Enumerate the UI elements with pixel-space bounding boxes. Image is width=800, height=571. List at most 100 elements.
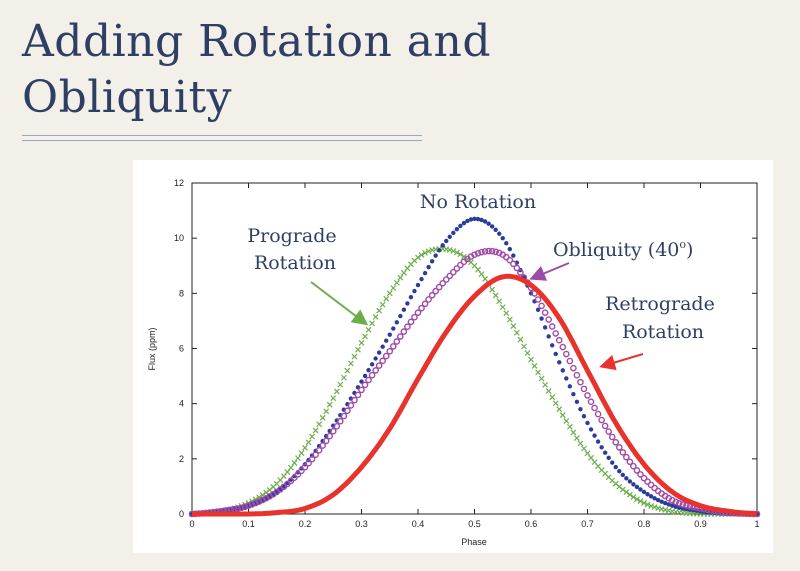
data-point (581, 414, 587, 419)
data-point (312, 427, 319, 434)
data-point (421, 300, 429, 308)
data-point (383, 295, 390, 302)
data-point (450, 268, 457, 276)
slide-title-line-2: Obliquity (22, 72, 232, 123)
data-point (503, 310, 510, 317)
data-point (457, 261, 464, 269)
data-point (619, 449, 627, 456)
data-point (640, 474, 648, 482)
data-point (553, 351, 558, 357)
data-point (386, 290, 393, 297)
data-point (291, 460, 298, 466)
data-point (457, 251, 464, 258)
data-point (295, 455, 301, 462)
data-point (644, 501, 651, 508)
data-point (485, 247, 492, 255)
data-point (679, 501, 687, 508)
data-point (400, 269, 407, 276)
data-point (666, 502, 671, 507)
data-point (415, 254, 421, 261)
data-point (631, 482, 636, 487)
x-tick-label: 0.8 (638, 519, 651, 529)
data-point (559, 412, 566, 418)
data-point (468, 217, 474, 222)
data-point (384, 338, 389, 343)
data-point (513, 264, 521, 272)
data-point (415, 282, 421, 288)
data-point (351, 396, 358, 404)
data-point (252, 499, 259, 507)
data-point (474, 250, 482, 257)
data-point (355, 346, 361, 353)
data-point (418, 252, 425, 258)
data-point (552, 330, 560, 337)
data-point (351, 353, 358, 360)
data-point (255, 498, 263, 505)
data-point (506, 256, 514, 264)
data-point (412, 288, 417, 294)
data-point (365, 326, 372, 333)
data-point (542, 381, 549, 388)
data-point (471, 251, 478, 259)
data-point (380, 344, 385, 349)
data-point (606, 455, 611, 461)
data-point (373, 356, 378, 361)
data-point (326, 401, 333, 408)
data-point (368, 371, 376, 379)
annotation-prograde: Prograde Rotation (247, 225, 342, 274)
data-point (510, 260, 517, 268)
data-point (248, 501, 256, 508)
data-point (479, 217, 484, 223)
annotation-obliquity: Obliquity (40o) (553, 238, 693, 261)
data-point (422, 249, 428, 256)
data-point (573, 371, 581, 379)
data-point (305, 439, 312, 446)
data-point (546, 334, 551, 339)
data-point (535, 369, 541, 376)
data-point (672, 498, 680, 506)
data-point (659, 499, 664, 504)
data-point (428, 291, 436, 299)
data-point (538, 375, 545, 382)
data-point (287, 464, 294, 471)
data-point (545, 388, 552, 395)
prograde-arrow (310, 281, 369, 326)
chart-panel: 0 2 4 6 8 10 12 0 0.1 0.2 0.3 0.4 0.5 0.6 0.7 0.8 0.9 1 … (133, 160, 773, 553)
data-point (594, 410, 602, 418)
data-point (439, 279, 447, 287)
data-point (294, 471, 302, 478)
data-point (291, 474, 298, 482)
data-point (386, 347, 394, 355)
data-point (298, 450, 305, 456)
data-point (397, 274, 404, 281)
data-point (393, 338, 401, 345)
data-point (369, 362, 375, 367)
data-point (602, 450, 608, 455)
data-point (511, 253, 516, 258)
data-point (444, 238, 449, 244)
data-point (623, 453, 630, 461)
x-tick-label: 1 (754, 519, 759, 529)
data-point (510, 323, 517, 330)
data-point (615, 444, 623, 451)
data-point (500, 235, 505, 241)
data-point (563, 350, 570, 358)
data-point (333, 388, 340, 395)
data-point (340, 374, 347, 381)
y-tick-label: 0 (179, 509, 184, 519)
y-tick-label: 10 (174, 233, 184, 243)
data-point (574, 399, 580, 404)
x-tick-label: 0.6 (525, 519, 538, 529)
data-point (393, 279, 400, 286)
series-prograde-rotation (189, 245, 760, 517)
x-tick-label: 0.9 (694, 519, 707, 529)
data-point (578, 406, 583, 412)
data-point (433, 253, 438, 258)
data-point (517, 336, 524, 343)
data-point (379, 357, 386, 365)
data-point (411, 313, 418, 321)
data-point (489, 286, 496, 293)
data-point (492, 292, 499, 299)
data-point (241, 503, 249, 511)
